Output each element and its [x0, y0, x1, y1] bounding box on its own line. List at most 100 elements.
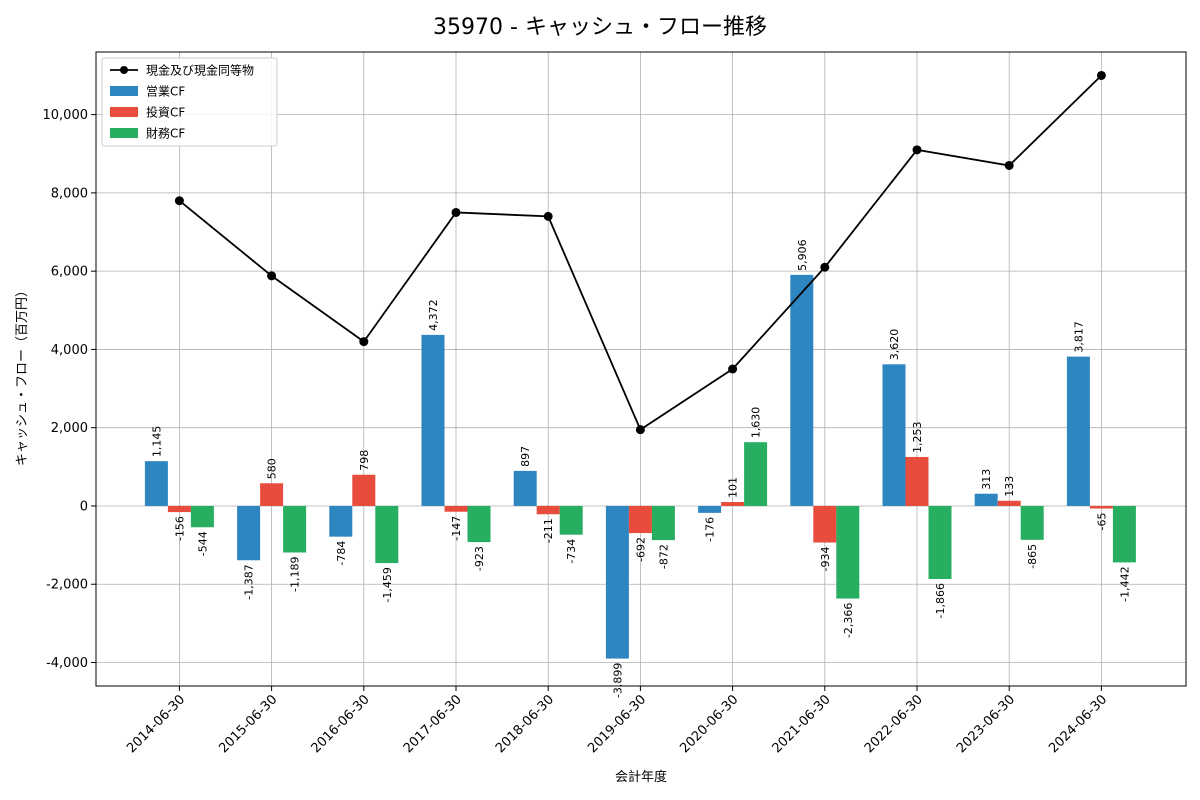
- bar-営業CF: [882, 364, 906, 506]
- bar-財務CF: [283, 505, 307, 553]
- bar-value-label: -734: [565, 539, 578, 564]
- bar-投資CF: [997, 500, 1021, 506]
- cash-line-point: [912, 145, 922, 155]
- y-tick-label: -4,000: [46, 656, 88, 671]
- bar-営業CF: [513, 470, 537, 506]
- bar-財務CF: [651, 505, 675, 541]
- cash-line-point: [1096, 70, 1106, 80]
- bar-value-label: 5,906: [796, 239, 809, 271]
- cash-line-point: [451, 207, 461, 217]
- bar-value-label: -692: [634, 537, 647, 562]
- bar-value-label: -147: [450, 516, 463, 541]
- bar-営業CF: [1066, 356, 1090, 506]
- bar-投資CF: [352, 474, 376, 506]
- cash-line-point: [543, 211, 553, 221]
- y-tick-label: 2,000: [51, 421, 88, 436]
- cash-line-point: [359, 337, 369, 347]
- bar-value-label: -923: [473, 546, 486, 571]
- bar-財務CF: [1112, 505, 1136, 563]
- bar-投資CF: [721, 502, 745, 506]
- legend-label: 財務CF: [146, 126, 185, 141]
- bar-value-label: 897: [519, 446, 532, 467]
- bar-財務CF: [467, 505, 491, 543]
- legend-bar-swatch: [110, 86, 138, 96]
- x-tick-label: 2020-06-30: [677, 692, 741, 756]
- x-tick-label: 2017-06-30: [401, 692, 465, 756]
- bar-value-label: 1,630: [750, 407, 763, 439]
- x-tick-label: 2014-06-30: [124, 692, 188, 756]
- bar-value-label: 4,372: [427, 299, 440, 331]
- bar-財務CF: [928, 505, 952, 580]
- bar-value-label: -156: [173, 516, 186, 541]
- bar-value-label: -1,459: [381, 567, 394, 602]
- cash-line: [174, 70, 1106, 435]
- x-tick-label: 2023-06-30: [954, 692, 1018, 756]
- bar-value-label: 1,145: [150, 426, 163, 458]
- bar-value-label: -544: [196, 531, 209, 556]
- legend-label: 営業CF: [146, 85, 185, 99]
- bar-value-label: 133: [1003, 476, 1016, 497]
- x-tick-label: 2022-06-30: [862, 692, 926, 756]
- bar-営業CF: [790, 274, 814, 506]
- bar-value-label: 580: [266, 458, 279, 479]
- bar-財務CF: [559, 505, 583, 535]
- bar-value-label: -872: [657, 544, 670, 569]
- chart-title: 35970 - キャッシュ・フロー推移: [433, 15, 767, 40]
- bar-営業CF: [144, 461, 168, 506]
- cash-line-point: [1004, 160, 1014, 170]
- x-tick-label: 2024-06-30: [1046, 692, 1110, 756]
- cash-line-point: [174, 196, 184, 206]
- x-tick-label: 2015-06-30: [216, 692, 280, 756]
- bar-value-label: -784: [335, 541, 348, 566]
- bar-投資CF: [444, 505, 468, 512]
- bar-value-label: -3,899: [611, 663, 624, 698]
- bar-財務CF: [375, 505, 399, 564]
- grid: [96, 52, 1186, 686]
- x-tick-label: 2018-06-30: [493, 692, 557, 756]
- y-tick-label: 10,000: [43, 108, 89, 123]
- bar-value-label: -2,366: [842, 603, 855, 638]
- bar-投資CF: [536, 505, 560, 515]
- bar-value-label: -1,189: [289, 557, 302, 592]
- legend-box: [101, 57, 278, 147]
- bar-value-label: -1,442: [1118, 566, 1131, 601]
- cash-line-point: [728, 364, 738, 374]
- y-tick-label: 8,000: [51, 186, 88, 201]
- legend-label: 現金及び現金同等物: [146, 63, 254, 78]
- x-tick-label: 2016-06-30: [309, 692, 373, 756]
- bar-営業CF: [605, 505, 629, 659]
- legend-line-marker: [120, 66, 128, 74]
- bar-value-label: -1,866: [934, 583, 947, 618]
- bar-投資CF: [1089, 505, 1113, 509]
- bar-value-label: 798: [358, 450, 371, 471]
- cash-line-point: [635, 425, 645, 435]
- cash-line-point: [820, 262, 830, 272]
- cash-line-point: [267, 271, 277, 281]
- y-axis-label: キャッシュ・フロー（百万円）: [15, 284, 30, 466]
- bar-財務CF: [1020, 505, 1044, 540]
- bar-投資CF: [628, 505, 652, 534]
- plot-frame: [95, 51, 1187, 687]
- bar-value-label: -211: [542, 518, 555, 543]
- bars: [144, 274, 1136, 659]
- axes: -4,000 -2,000 0 2,000 4,000 6,000 8,000 10,000 2…: [43, 108, 1111, 756]
- bar-value-label: 101: [727, 477, 740, 498]
- bar-value-label: -934: [819, 547, 832, 572]
- bar-value-label: 1,253: [911, 421, 924, 453]
- bar-labels: 1,145 -1,387 -784 4,372 897 -3,899 -176 5,906 3,…: [150, 239, 1131, 698]
- bar-投資CF: [167, 505, 191, 513]
- x-tick-label: 2019-06-30: [585, 692, 649, 756]
- bar-営業CF: [974, 493, 998, 506]
- x-tick-label: 2021-06-30: [770, 692, 834, 756]
- y-tick-label: 6,000: [51, 265, 88, 280]
- bar-value-label: -65: [1095, 513, 1108, 531]
- bar-営業CF: [698, 505, 722, 513]
- legend-label: 投資CF: [146, 105, 185, 120]
- bar-財務CF: [744, 442, 768, 506]
- bar-value-label: -865: [1026, 544, 1039, 569]
- legend-bar-swatch: [110, 128, 138, 138]
- bar-投資CF: [905, 456, 929, 506]
- bar-営業CF: [421, 334, 445, 506]
